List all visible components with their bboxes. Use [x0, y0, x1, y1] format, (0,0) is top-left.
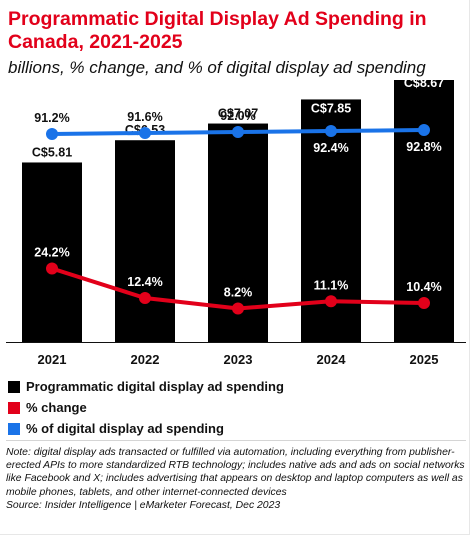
footnote: Note: digital display ads transacted or … — [6, 446, 468, 512]
legend-label-change: % change — [26, 400, 87, 415]
footnote-divider — [6, 440, 466, 441]
change-point-2022 — [139, 292, 151, 304]
x-tick-label-2025: 2025 — [410, 352, 439, 367]
change-label-2024: 11.1% — [314, 278, 349, 292]
legend-swatch-spending — [8, 380, 20, 393]
share-label-2021: 91.2% — [34, 111, 69, 125]
share-point-2021 — [46, 128, 58, 140]
change-point-2024 — [325, 295, 337, 308]
legend-swatch-share — [8, 422, 20, 435]
x-tick-label-2022: 2022 — [131, 352, 160, 367]
bar-label-2024: C$7.85 — [311, 101, 351, 115]
x-tick-label-2021: 2021 — [38, 352, 67, 367]
share-label-2023: 92.0% — [220, 109, 255, 123]
share-point-2023 — [232, 126, 244, 138]
legend-swatch-change — [8, 401, 20, 414]
x-tick-label-2024: 2024 — [317, 352, 347, 367]
bar-label-2025: C$8.67 — [404, 80, 444, 90]
change-label-2022: 12.4% — [127, 275, 162, 289]
share-label-2022: 91.6% — [127, 110, 162, 124]
share-point-2022 — [139, 127, 151, 139]
legend-item-spending: Programmatic digital display ad spending — [8, 376, 284, 397]
legend-item-share: % of digital display ad spending — [8, 418, 284, 439]
change-point-2023 — [232, 302, 244, 315]
bar-2021 — [22, 162, 82, 342]
chart-subtitle: billions, % change, and % of digital dis… — [8, 58, 426, 77]
legend: Programmatic digital display ad spending… — [8, 376, 284, 439]
x-tick-label-2023: 2023 — [224, 352, 253, 367]
change-point-2021 — [46, 262, 58, 275]
footnote-source: Source: Insider Intelligence | eMarketer… — [6, 499, 281, 511]
share-label-2025: 92.8% — [406, 140, 441, 154]
change-label-2025: 10.4% — [406, 280, 441, 294]
chart-plot: 20212022202320242025C$5.81C$6.53C$7.07C$… — [6, 80, 466, 367]
legend-item-change: % change — [8, 397, 284, 418]
change-label-2023: 8.2% — [224, 286, 253, 300]
bar-label-2021: C$5.81 — [32, 145, 72, 159]
legend-label-spending: Programmatic digital display ad spending — [26, 379, 284, 394]
change-point-2025 — [418, 297, 430, 309]
share-point-2024 — [325, 125, 337, 137]
bar-label-2023: C$7.07 — [218, 107, 258, 121]
change-label-2021: 24.2% — [34, 246, 69, 260]
bar-2022 — [115, 140, 175, 342]
legend-label-share: % of digital display ad spending — [26, 421, 224, 436]
footnote-note: Note: digital display ads transacted or … — [6, 447, 465, 498]
share-point-2025 — [418, 124, 430, 136]
chart-title: Programmatic Digital Display Ad Spending… — [8, 8, 427, 53]
share-label-2024: 92.4% — [313, 141, 348, 155]
